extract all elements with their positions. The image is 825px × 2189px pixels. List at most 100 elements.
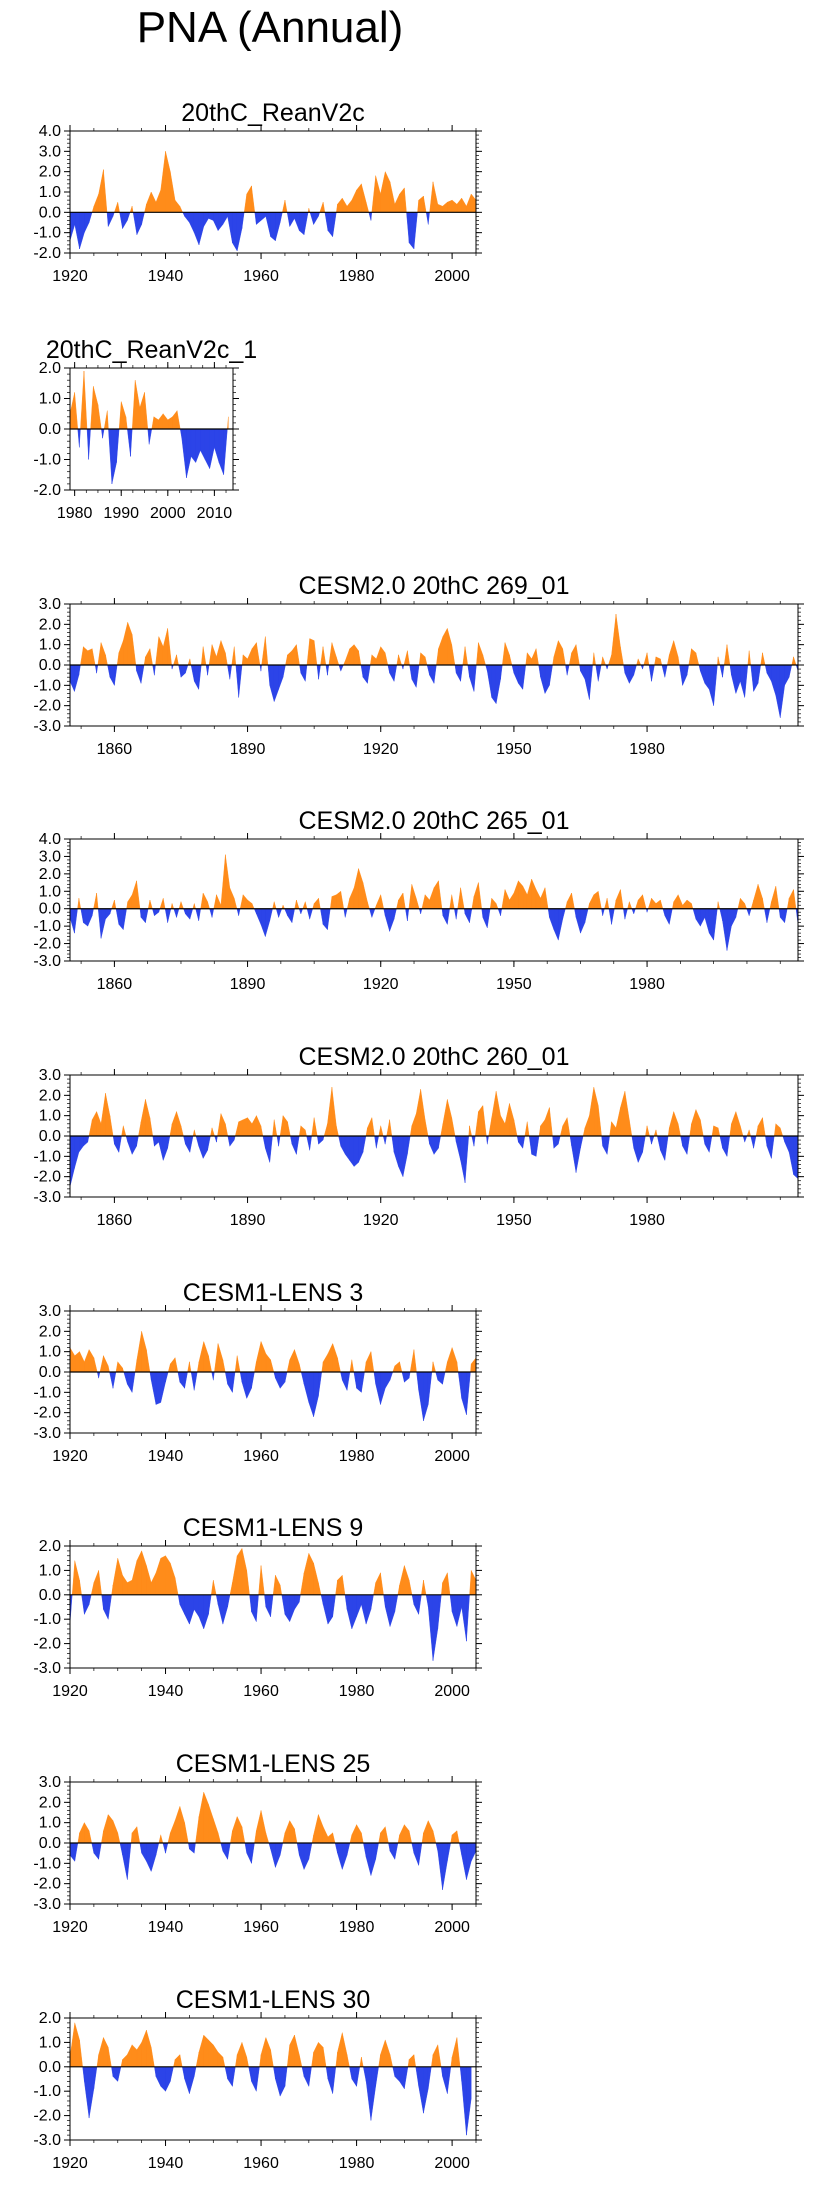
- y-tick-label: -1.0: [33, 452, 61, 469]
- panel-6: CESM1-LENS 3 3.0 2.0 1.0 0.0 -1.0 -2.0 -3.0 1920…: [33, 1279, 482, 1465]
- x-tick-label: 2000: [434, 1683, 470, 1700]
- x-tick-label: 1950: [496, 976, 532, 993]
- y-tick-label: -1.0: [33, 1855, 61, 1872]
- x-tick-label: 1980: [57, 505, 93, 522]
- y-tick-label: 1.0: [39, 391, 61, 408]
- y-tick-label: 3.0: [39, 1303, 61, 1320]
- x-tick-label: 1950: [496, 741, 532, 758]
- y-tick-label: 2.0: [39, 360, 61, 377]
- y-tick-label: 2.0: [39, 1087, 61, 1104]
- y-tick-label: -3.0: [33, 718, 61, 735]
- y-tick-label: 1.0: [39, 1108, 61, 1125]
- y-tick-label: -2.0: [33, 1169, 61, 1186]
- y-tick-label: -2.0: [33, 698, 61, 715]
- negative-area: [70, 1594, 470, 1661]
- x-tick-label: 1940: [148, 1919, 184, 1936]
- positive-area: [88, 1087, 784, 1137]
- x-tick-label: 1940: [148, 1683, 184, 1700]
- y-tick-label: 2.0: [39, 866, 61, 883]
- x-tick-label: 1860: [97, 741, 133, 758]
- y-tick-label: -1.0: [33, 677, 61, 694]
- positive-area: [70, 2022, 461, 2067]
- x-tick-label: 1960: [243, 1683, 279, 1700]
- negative-area: [70, 664, 798, 718]
- x-tick-label: 1960: [243, 2155, 279, 2172]
- x-tick-label: 1890: [230, 1212, 266, 1229]
- y-tick-label: 4.0: [39, 123, 61, 140]
- x-tick-label: 1950: [496, 1212, 532, 1229]
- x-tick-label: 1860: [97, 1212, 133, 1229]
- positive-area: [91, 151, 476, 213]
- x-tick-label: 1920: [52, 1448, 88, 1465]
- x-tick-label: 1920: [52, 1919, 88, 1936]
- y-tick-label: -3.0: [33, 1189, 61, 1206]
- x-tick-label: 1980: [339, 268, 375, 285]
- x-tick-label: 1940: [148, 268, 184, 285]
- y-tick-label: 0.0: [39, 1364, 61, 1381]
- y-tick-label: 2.0: [39, 164, 61, 181]
- y-tick-label: -2.0: [33, 936, 61, 953]
- x-tick-label: 2000: [434, 1919, 470, 1936]
- y-tick-label: 0.0: [39, 901, 61, 918]
- y-tick-label: -2.0: [33, 1876, 61, 1893]
- y-tick-label: 1.0: [39, 1815, 61, 1832]
- negative-area: [70, 212, 430, 252]
- y-tick-label: -2.0: [33, 1636, 61, 1653]
- positive-area: [70, 1331, 476, 1373]
- y-tick-label: 3.0: [39, 596, 61, 613]
- panel-3: CESM2.0 20thC 269_01 3.0 2.0 1.0 0.0 -1.0 -2.0…: [33, 572, 804, 758]
- panel-title: CESM1-LENS 3: [183, 1279, 364, 1307]
- panel-1: 20thC_ReanV2c 4.0 3.0 2.0 1.0 0.0 -1.0 -2.0 1920…: [33, 99, 482, 285]
- y-tick-label: 0.0: [39, 1128, 61, 1145]
- y-tick-label: -1.0: [33, 1148, 61, 1165]
- y-tick-label: 3.0: [39, 848, 61, 865]
- x-tick-label: 1960: [243, 268, 279, 285]
- negative-area: [70, 1135, 798, 1187]
- x-tick-label: 1920: [363, 1212, 399, 1229]
- y-tick-label: 0.0: [39, 657, 61, 674]
- x-tick-label: 1960: [243, 1919, 279, 1936]
- y-tick-label: -2.0: [33, 482, 61, 499]
- y-tick-label: 0.0: [39, 1835, 61, 1852]
- y-tick-label: 1.0: [39, 1344, 61, 1361]
- y-tick-label: 1.0: [39, 2034, 61, 2051]
- y-tick-label: 2.0: [39, 1323, 61, 1340]
- y-tick-label: 3.0: [39, 1067, 61, 1084]
- x-tick-label: 1980: [629, 741, 665, 758]
- x-tick-label: 2000: [434, 2155, 470, 2172]
- x-tick-label: 1920: [363, 976, 399, 993]
- x-tick-label: 1920: [52, 2155, 88, 2172]
- x-tick-label: 1860: [97, 976, 133, 993]
- x-tick-label: 2000: [434, 268, 470, 285]
- y-tick-label: -2.0: [33, 1405, 61, 1422]
- plot-frame: [69, 2017, 477, 2141]
- y-tick-label: -3.0: [33, 2132, 61, 2149]
- negative-area: [77, 428, 228, 484]
- x-tick-label: 1940: [148, 1448, 184, 1465]
- x-tick-label: 1920: [52, 1683, 88, 1700]
- y-tick-label: -1.0: [33, 1384, 61, 1401]
- y-tick-label: 0.0: [39, 421, 61, 438]
- y-tick-label: 1.0: [39, 883, 61, 900]
- panel-title: 20thC_ReanV2c_1: [46, 336, 257, 364]
- y-tick-label: 0.0: [39, 1587, 61, 1604]
- x-tick-label: 1940: [148, 2155, 184, 2172]
- figure-title: PNA (Annual): [136, 3, 404, 52]
- x-tick-label: 1980: [339, 1448, 375, 1465]
- y-tick-label: -3.0: [33, 1425, 61, 1442]
- y-tick-label: 3.0: [39, 143, 61, 160]
- y-tick-label: -1.0: [33, 225, 61, 242]
- panel-5: CESM2.0 20thC 260_01 3.0 2.0 1.0 0.0 -1.0 -2.0…: [33, 1043, 804, 1229]
- y-tick-label: 1.0: [39, 1562, 61, 1579]
- negative-area: [82, 2066, 472, 2136]
- panel-title: CESM2.0 20thC 269_01: [298, 572, 569, 600]
- x-tick-label: 1980: [629, 976, 665, 993]
- positive-area: [77, 1792, 460, 1844]
- y-tick-label: 2.0: [39, 1794, 61, 1811]
- y-tick-label: 1.0: [39, 184, 61, 201]
- panel-9: CESM1-LENS 30 2.0 1.0 0.0 -1.0 -2.0 -3.0 1920 19…: [33, 1986, 482, 2172]
- x-tick-label: 1890: [230, 741, 266, 758]
- y-tick-label: -3.0: [33, 1896, 61, 1913]
- positive-area: [70, 371, 229, 430]
